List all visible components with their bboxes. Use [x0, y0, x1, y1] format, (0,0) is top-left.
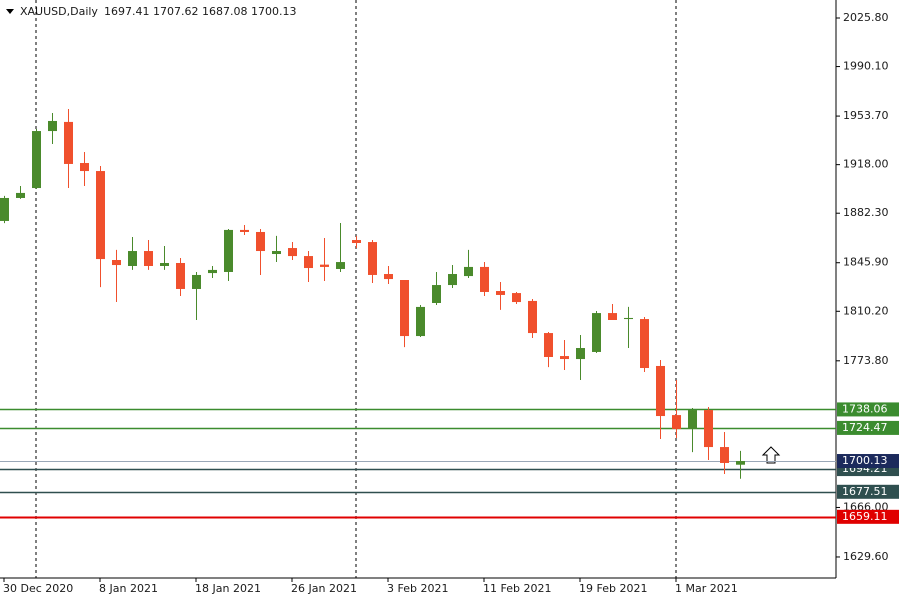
candle-body	[432, 285, 441, 303]
header-open: 1697.41	[104, 5, 150, 18]
level-label-box	[837, 402, 899, 417]
x-tick-label: 8 Jan 2021	[99, 582, 158, 595]
candle-body	[240, 229, 249, 232]
candle-body	[128, 251, 137, 266]
bid-label-box	[837, 454, 899, 469]
candle-body	[80, 163, 89, 172]
candle-body	[480, 266, 489, 292]
header-high: 1707.62	[153, 5, 199, 18]
candle-body	[416, 306, 425, 337]
y-tick-label: 1990.10	[843, 60, 889, 73]
candle-body	[224, 229, 233, 272]
candle-body	[512, 293, 521, 303]
candle-body	[272, 251, 281, 255]
header: XAUUSD,Daily 1697.41 1707.62 1687.08 170…	[6, 5, 297, 18]
candle-body	[96, 171, 105, 260]
y-tick-label: 1882.30	[843, 206, 889, 219]
candle-body	[672, 415, 681, 429]
bid-label: 1700.13	[842, 454, 888, 467]
candle-body	[144, 251, 153, 266]
candle-body	[496, 291, 505, 295]
candle-body	[48, 120, 57, 132]
candle-body	[448, 274, 457, 286]
candle-body	[192, 274, 201, 289]
candle-body	[176, 262, 185, 289]
candle-body	[688, 410, 697, 429]
candle-body	[560, 356, 569, 360]
candle-body	[544, 333, 553, 357]
x-tick-label: 26 Jan 2021	[291, 582, 357, 595]
y-tick-label: 1845.90	[843, 256, 889, 269]
level-label: 1724.47	[842, 421, 888, 434]
candle-body	[336, 262, 345, 269]
x-tick-label: 18 Jan 2021	[195, 582, 261, 595]
level-label: 1738.06	[842, 402, 888, 415]
candle-body	[736, 461, 745, 465]
candle-body	[160, 262, 169, 266]
candle-body	[704, 410, 713, 448]
candle-body	[608, 313, 617, 320]
candle-body	[112, 260, 121, 266]
header-low: 1687.08	[202, 5, 248, 18]
candle-body	[656, 365, 665, 417]
chart-title: XAUUSD,Daily	[20, 5, 98, 18]
candle-body	[64, 121, 73, 164]
candle-body	[624, 317, 633, 320]
y-tick-label: 1629.60	[843, 550, 889, 563]
candle-body	[304, 256, 313, 269]
candle-body	[528, 300, 537, 334]
x-tick-label: 30 Dec 2020	[3, 582, 73, 595]
candle-body	[400, 280, 409, 337]
level-label-box	[837, 420, 899, 435]
candle-body	[16, 192, 25, 198]
header-arrow	[6, 9, 14, 14]
candle-body	[720, 447, 729, 463]
candle-body	[592, 313, 601, 352]
level-label: 1677.51	[842, 485, 888, 498]
level-label-box	[837, 509, 899, 524]
x-tick-label: 3 Feb 2021	[387, 582, 448, 595]
y-tick-label: 1773.80	[843, 354, 889, 367]
candle-body	[320, 264, 329, 267]
level-label: 1659.11	[842, 510, 888, 523]
candle-body	[576, 348, 585, 360]
x-tick-label: 1 Mar 2021	[675, 582, 738, 595]
candle-body	[0, 197, 9, 221]
level-label-box	[837, 484, 899, 499]
price-arrow-icon	[761, 446, 781, 464]
y-tick-label: 2025.80	[843, 11, 889, 24]
candle-body	[464, 266, 473, 277]
y-tick-label: 1810.20	[843, 304, 889, 317]
candle-body	[32, 131, 41, 189]
header-close: 1700.13	[251, 5, 297, 18]
candle-body	[640, 319, 649, 369]
candle-body	[368, 242, 377, 275]
candle-body	[208, 269, 217, 274]
candle-body	[384, 274, 393, 280]
candle-body	[256, 231, 265, 252]
x-tick-label: 11 Feb 2021	[483, 582, 551, 595]
candle-body	[352, 240, 361, 243]
y-tick-label: 1953.70	[843, 109, 889, 122]
y-tick-label: 1918.00	[843, 158, 889, 171]
x-tick-label: 19 Feb 2021	[579, 582, 647, 595]
candle-body	[288, 248, 297, 257]
